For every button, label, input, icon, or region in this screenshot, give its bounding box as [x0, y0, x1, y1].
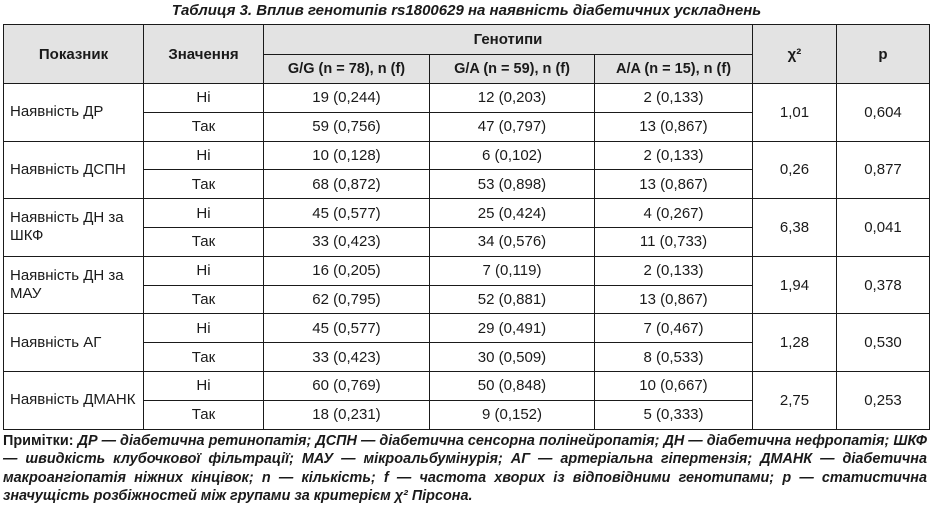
- value-cell: Так: [143, 342, 264, 372]
- ga-cell: 6 (0,102): [429, 140, 595, 171]
- aa-cell: 11 (0,733): [594, 226, 753, 257]
- aa-cell: 4 (0,267): [594, 198, 753, 228]
- header-gg: G/G (n = 78), n (f): [263, 53, 430, 84]
- value-cell: Ні: [143, 370, 264, 401]
- ga-cell: 50 (0,848): [429, 370, 595, 401]
- chi-square-cell: 6,38: [752, 198, 837, 257]
- value-cell: Ні: [143, 255, 264, 286]
- notes-text: ДР — діабетична ретинопатія; ДСПН — діаб…: [3, 433, 927, 504]
- value-cell: Так: [143, 399, 264, 430]
- table-row: Наявність ДН за ШКФ Ні 45 (0,577) 25 (0,424…: [3, 198, 930, 257]
- notes-label: Примітки:: [3, 433, 74, 449]
- chi-square-cell: 1,28: [752, 313, 837, 372]
- ga-cell: 34 (0,576): [429, 226, 595, 257]
- ga-cell: 9 (0,152): [429, 399, 595, 430]
- aa-cell: 2 (0,133): [594, 255, 753, 286]
- gg-cell: 45 (0,577): [263, 198, 430, 228]
- header-chi-square: χ²: [752, 24, 837, 84]
- indicator-cell: Наявність ДСПН: [3, 140, 144, 200]
- table-row: Наявність ДР Ні 19 (0,244) 12 (0,203) 2 (0,1…: [3, 83, 930, 142]
- value-cell: Ні: [143, 198, 264, 228]
- gg-cell: 59 (0,756): [263, 111, 430, 142]
- indicator-cell: Наявність ДМАНК: [3, 370, 144, 430]
- aa-cell: 13 (0,867): [594, 284, 753, 315]
- ga-cell: 53 (0,898): [429, 169, 595, 200]
- gg-cell: 45 (0,577): [263, 313, 430, 344]
- table-row: Так 33 (0,423) 34 (0,576) 11 (0,733): [4, 226, 930, 257]
- aa-cell: 10 (0,667): [594, 370, 753, 401]
- header-ga: G/A (n = 59), n (f): [429, 53, 595, 84]
- header-p-value: p: [836, 24, 930, 84]
- gg-cell: 33 (0,423): [263, 226, 430, 257]
- indicator-cell: Наявність ДН за ШКФ: [3, 198, 144, 257]
- gg-cell: 33 (0,423): [263, 342, 430, 372]
- chi-square-cell: 0,26: [752, 140, 837, 200]
- table-row: Наявність ДСПН Ні 10 (0,128) 6 (0,102) 2 (0,…: [3, 140, 930, 200]
- table-row: Так 33 (0,423) 30 (0,509) 8 (0,533): [4, 342, 930, 372]
- table-row: Наявність ДМАНК Ні 60 (0,769) 50 (0,848) 10 …: [3, 370, 930, 430]
- gg-cell: 10 (0,128): [263, 140, 430, 171]
- chi-square-cell: 1,01: [752, 83, 837, 142]
- indicator-cell: Наявність ДР: [3, 83, 144, 142]
- p-value-cell: 0,378: [836, 255, 930, 315]
- header-indicator: Показник: [3, 24, 144, 84]
- p-value-cell: 0,253: [836, 370, 930, 430]
- table-row: Наявність ДН за МАУ Ні 16 (0,205) 7 (0,119)…: [3, 255, 930, 315]
- p-value-cell: 0,530: [836, 313, 930, 372]
- gg-cell: 62 (0,795): [263, 284, 430, 315]
- aa-cell: 2 (0,133): [594, 140, 753, 171]
- value-cell: Так: [143, 111, 264, 142]
- chi-square-cell: 1,94: [752, 255, 837, 315]
- table-row: Наявність АГ Ні 45 (0,577) 29 (0,491) 7 (0,4…: [3, 313, 930, 372]
- value-cell: Ні: [143, 313, 264, 344]
- table-notes: Примітки: ДР — діабетична ретинопатія; Д…: [3, 432, 927, 505]
- aa-cell: 7 (0,467): [594, 313, 753, 344]
- table-caption: Таблиця 3. Вплив генотипів rs1800629 на …: [171, 2, 762, 19]
- aa-cell: 8 (0,533): [594, 342, 753, 372]
- gg-cell: 18 (0,231): [263, 399, 430, 430]
- p-value-cell: 0,041: [836, 198, 930, 257]
- ga-cell: 30 (0,509): [429, 342, 595, 372]
- indicator-cell: Наявність АГ: [3, 313, 144, 372]
- ga-cell: 52 (0,881): [429, 284, 595, 315]
- p-value-cell: 0,877: [836, 140, 930, 200]
- ga-cell: 47 (0,797): [429, 111, 595, 142]
- value-cell: Ні: [143, 140, 264, 171]
- aa-cell: 5 (0,333): [594, 399, 753, 430]
- table-row: Так 59 (0,756) 47 (0,797) 13 (0,867): [4, 111, 930, 142]
- p-value-cell: 0,604: [836, 83, 930, 142]
- ga-cell: 7 (0,119): [429, 255, 595, 286]
- table-row: Так 68 (0,872) 53 (0,898) 13 (0,867): [4, 169, 930, 200]
- gg-cell: 19 (0,244): [263, 83, 430, 113]
- gg-cell: 60 (0,769): [263, 370, 430, 401]
- table-body: Наявність ДР Ні 19 (0,244) 12 (0,203) 2 (0,1…: [3, 83, 930, 430]
- indicator-cell: Наявність ДН за МАУ: [3, 255, 144, 315]
- aa-cell: 2 (0,133): [594, 83, 753, 113]
- table-row: Так 62 (0,795) 52 (0,881) 13 (0,867): [4, 284, 930, 315]
- value-cell: Так: [143, 226, 264, 257]
- chi-square-cell: 2,75: [752, 370, 837, 430]
- gg-cell: 68 (0,872): [263, 169, 430, 200]
- gg-cell: 16 (0,205): [263, 255, 430, 286]
- ga-cell: 12 (0,203): [429, 83, 595, 113]
- genotype-table: Показник Значення Генотипи χ² p G/G (n =…: [3, 24, 930, 430]
- value-cell: Так: [143, 169, 264, 200]
- value-cell: Так: [143, 284, 264, 315]
- header-value: Значення: [143, 24, 264, 84]
- aa-cell: 13 (0,867): [594, 169, 753, 200]
- header-aa: A/A (n = 15), n (f): [594, 53, 753, 84]
- ga-cell: 29 (0,491): [429, 313, 595, 344]
- header-genotypes: Генотипи: [263, 24, 753, 55]
- table-row: Так 18 (0,231) 9 (0,152) 5 (0,333): [4, 399, 930, 430]
- value-cell: Ні: [143, 83, 264, 113]
- ga-cell: 25 (0,424): [429, 198, 595, 228]
- aa-cell: 13 (0,867): [594, 111, 753, 142]
